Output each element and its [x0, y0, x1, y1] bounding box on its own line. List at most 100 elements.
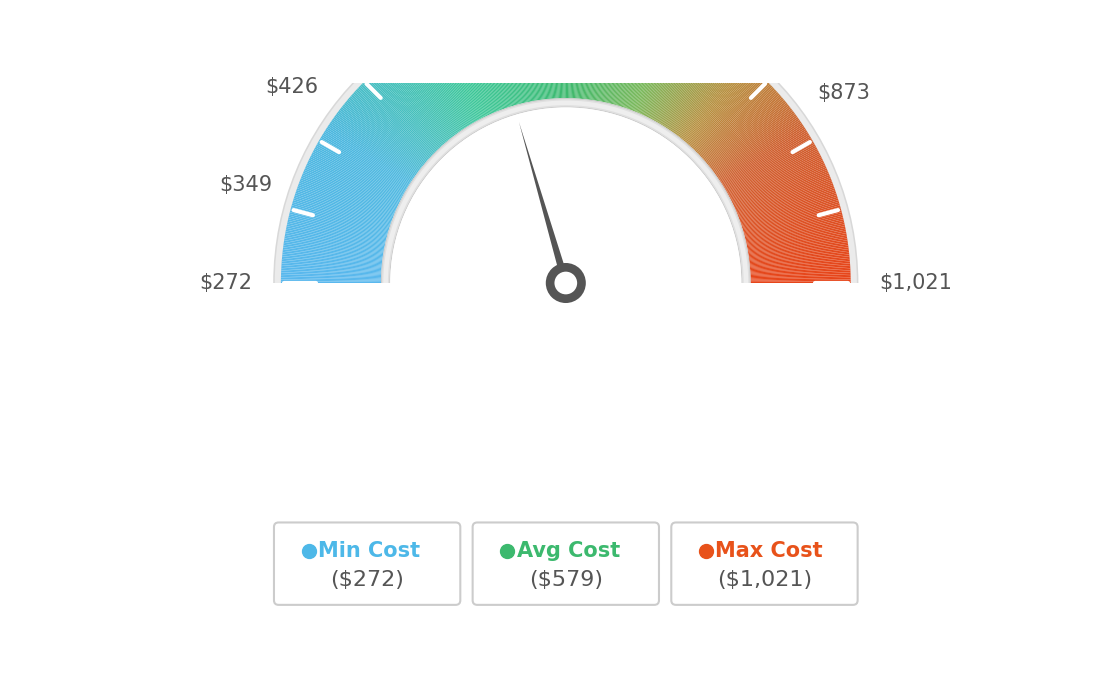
Wedge shape: [593, 1, 608, 100]
Wedge shape: [733, 164, 825, 206]
Wedge shape: [733, 161, 825, 206]
Wedge shape: [541, 0, 551, 99]
Wedge shape: [631, 17, 669, 111]
Wedge shape: [595, 1, 612, 101]
Wedge shape: [362, 83, 434, 154]
Wedge shape: [735, 170, 828, 210]
Wedge shape: [578, 0, 587, 99]
Wedge shape: [676, 54, 736, 135]
Wedge shape: [283, 251, 382, 264]
Wedge shape: [302, 172, 395, 212]
Wedge shape: [550, 0, 556, 99]
Wedge shape: [712, 110, 793, 172]
Wedge shape: [636, 19, 676, 112]
Wedge shape: [471, 14, 506, 109]
Wedge shape: [542, 0, 552, 99]
Wedge shape: [376, 69, 444, 145]
Wedge shape: [718, 120, 800, 178]
Wedge shape: [300, 178, 394, 216]
Wedge shape: [311, 154, 401, 200]
Wedge shape: [485, 10, 514, 106]
Wedge shape: [745, 217, 843, 241]
Wedge shape: [298, 185, 392, 220]
Wedge shape: [723, 135, 810, 188]
Wedge shape: [287, 223, 385, 245]
Wedge shape: [716, 117, 798, 176]
Wedge shape: [675, 52, 734, 134]
Wedge shape: [599, 3, 619, 101]
Wedge shape: [490, 8, 518, 105]
Bar: [269, 283, 862, 580]
Wedge shape: [465, 16, 501, 110]
Wedge shape: [657, 35, 708, 123]
Wedge shape: [588, 1, 603, 100]
Wedge shape: [287, 221, 385, 244]
Wedge shape: [629, 16, 666, 110]
Wedge shape: [750, 262, 850, 270]
Wedge shape: [734, 166, 827, 208]
Wedge shape: [737, 178, 831, 216]
Wedge shape: [606, 5, 629, 103]
Wedge shape: [747, 231, 847, 250]
Wedge shape: [744, 210, 841, 237]
Wedge shape: [339, 110, 420, 172]
Wedge shape: [691, 74, 761, 148]
Wedge shape: [658, 36, 709, 124]
Wedge shape: [692, 75, 762, 149]
Wedge shape: [319, 139, 406, 191]
Wedge shape: [745, 215, 843, 240]
Wedge shape: [332, 119, 415, 177]
Wedge shape: [348, 99, 425, 164]
Wedge shape: [297, 186, 392, 221]
Wedge shape: [404, 48, 461, 131]
Wedge shape: [749, 246, 849, 260]
Wedge shape: [286, 226, 384, 247]
Wedge shape: [746, 224, 845, 246]
Wedge shape: [442, 26, 486, 117]
Wedge shape: [383, 101, 749, 283]
Wedge shape: [720, 126, 805, 182]
Wedge shape: [309, 159, 400, 204]
Wedge shape: [604, 4, 626, 102]
Wedge shape: [288, 215, 386, 240]
Wedge shape: [533, 0, 546, 99]
Wedge shape: [712, 108, 792, 170]
Wedge shape: [368, 77, 438, 150]
Wedge shape: [390, 58, 453, 138]
Wedge shape: [741, 190, 836, 224]
Wedge shape: [431, 32, 479, 121]
Wedge shape: [314, 149, 403, 197]
Wedge shape: [682, 62, 747, 141]
Wedge shape: [705, 97, 783, 164]
Wedge shape: [321, 135, 408, 188]
Wedge shape: [585, 0, 598, 99]
Wedge shape: [436, 28, 482, 119]
Wedge shape: [703, 93, 779, 161]
Wedge shape: [287, 224, 385, 246]
Wedge shape: [746, 221, 845, 244]
Wedge shape: [335, 115, 416, 175]
Wedge shape: [304, 170, 396, 210]
Wedge shape: [649, 28, 696, 119]
Wedge shape: [618, 10, 649, 106]
Wedge shape: [664, 41, 719, 127]
Wedge shape: [294, 197, 390, 228]
Wedge shape: [597, 2, 616, 101]
Wedge shape: [648, 28, 693, 118]
Wedge shape: [662, 41, 716, 126]
Wedge shape: [710, 104, 788, 168]
Wedge shape: [751, 267, 850, 274]
Wedge shape: [316, 146, 404, 195]
Wedge shape: [677, 55, 737, 135]
Wedge shape: [591, 1, 605, 100]
Wedge shape: [299, 181, 393, 218]
Wedge shape: [512, 3, 532, 101]
Wedge shape: [686, 66, 752, 143]
Wedge shape: [322, 133, 408, 187]
Wedge shape: [616, 9, 645, 106]
Wedge shape: [416, 39, 469, 126]
Wedge shape: [587, 0, 602, 99]
Wedge shape: [301, 175, 395, 214]
Wedge shape: [660, 38, 712, 124]
Wedge shape: [425, 34, 476, 122]
